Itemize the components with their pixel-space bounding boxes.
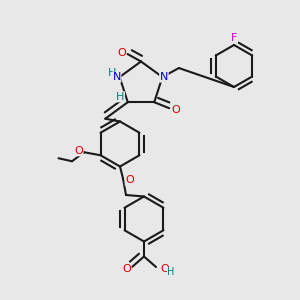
- Text: O: O: [125, 175, 134, 185]
- Text: N: N: [160, 72, 168, 82]
- Text: F: F: [231, 33, 237, 43]
- Text: O: O: [160, 263, 169, 274]
- Text: O: O: [122, 263, 131, 274]
- Text: O: O: [117, 47, 126, 58]
- Text: N: N: [112, 72, 121, 82]
- Text: O: O: [172, 105, 180, 115]
- Text: H: H: [108, 68, 116, 78]
- Text: H: H: [116, 92, 124, 102]
- Text: O: O: [74, 146, 83, 156]
- Text: H: H: [167, 267, 175, 278]
